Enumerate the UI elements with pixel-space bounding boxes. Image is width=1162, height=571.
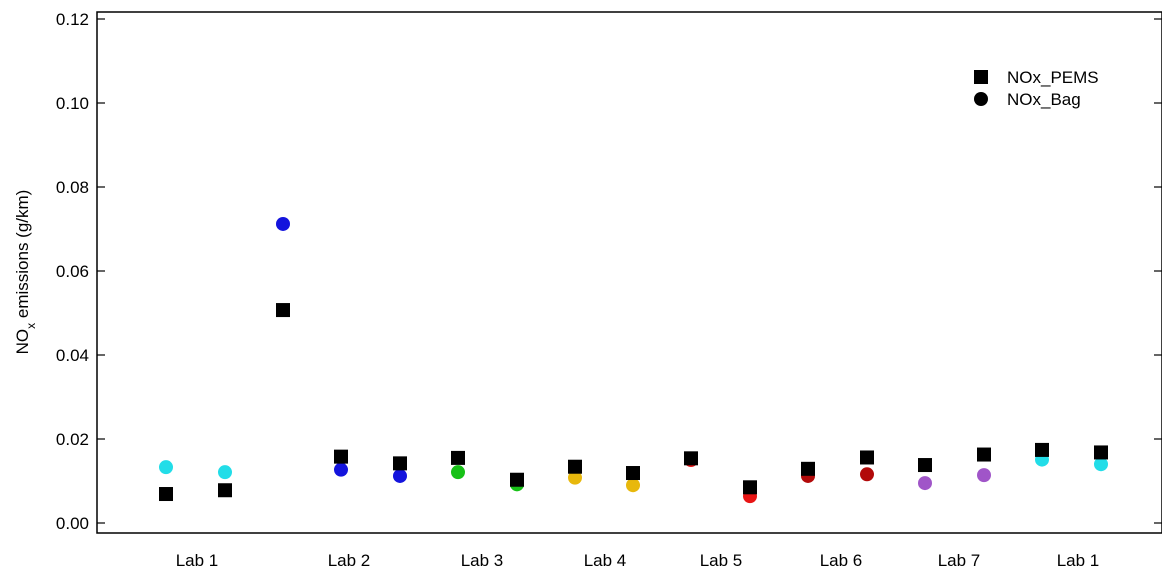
x-tick-label: Lab 5 [700, 551, 743, 570]
legend-circle-marker [974, 92, 988, 106]
data-marks [159, 216, 1108, 504]
nox-bag-point [334, 462, 348, 477]
legend-label-pems: NOx_PEMS [1007, 68, 1099, 87]
nox-bag-point [393, 468, 407, 483]
plot-frame [96, 11, 1162, 534]
x-tick-label: Lab 3 [461, 551, 504, 570]
nox-pems-point [977, 447, 991, 462]
x-tick-label: Lab 4 [584, 551, 627, 570]
y-tick-label: 0.00 [56, 514, 89, 533]
nox-bag-point [977, 468, 991, 483]
nox-bag-point [451, 465, 465, 480]
y-axis-title-subscript: x [24, 323, 38, 329]
nox-pems-point [860, 450, 874, 465]
y-tick-label: 0.12 [56, 10, 89, 29]
nox-pems-point [801, 461, 815, 476]
nox-bag-point [218, 465, 232, 480]
y-axis-title: NOx emissions (g/km) [13, 190, 38, 355]
nox-bag-point [626, 478, 640, 493]
y-axis: 0.00 0.02 0.04 0.06 0.08 0.10 0.12 [56, 10, 1162, 533]
nox-pems-point [743, 480, 757, 495]
nox-pems-point [1094, 445, 1108, 460]
nox-pems-point [393, 456, 407, 471]
y-tick-label: 0.08 [56, 178, 89, 197]
y-axis-title-rest: emissions (g/km) [13, 190, 32, 323]
nox-pems-point [159, 487, 173, 502]
x-tick-label: Lab 6 [820, 551, 863, 570]
y-tick-label: 0.02 [56, 430, 89, 449]
x-axis: Lab 1 Lab 2 Lab 3 Lab 4 Lab 5 Lab 6 Lab 7 Lab 1 [176, 551, 1100, 570]
legend-square-marker [974, 70, 988, 84]
x-tick-label: Lab 7 [938, 551, 981, 570]
nox-bag-point [1094, 457, 1108, 472]
legend: NOx_PEMS NOx_Bag [974, 68, 1099, 109]
nox-pems-point [451, 450, 465, 465]
nox-bag-point [918, 476, 932, 491]
y-axis-title-main: NO [13, 329, 32, 355]
nox-pems-point [1035, 442, 1049, 457]
y-tick-label: 0.06 [56, 262, 89, 281]
nox-pems-point [626, 466, 640, 481]
nox-bag-point [860, 467, 874, 482]
x-tick-label: Lab 2 [328, 551, 371, 570]
nox-pems-point [218, 483, 232, 498]
nox-pems-point [684, 451, 698, 466]
nox-bag-point [159, 460, 173, 475]
nox-bag-point [276, 216, 290, 231]
x-tick-label: Lab 1 [176, 551, 219, 570]
nox-bag-point [568, 470, 582, 485]
nox-pems-point [276, 303, 290, 318]
legend-label-bag: NOx_Bag [1007, 90, 1081, 109]
nox-pems-point [918, 458, 932, 473]
nox-pems-point [510, 472, 524, 487]
y-tick-label: 0.10 [56, 94, 89, 113]
x-tick-label: Lab 1 [1057, 551, 1100, 570]
y-tick-label: 0.04 [56, 346, 89, 365]
nox-pems-point [568, 459, 582, 474]
nox-pems-point [334, 449, 348, 464]
